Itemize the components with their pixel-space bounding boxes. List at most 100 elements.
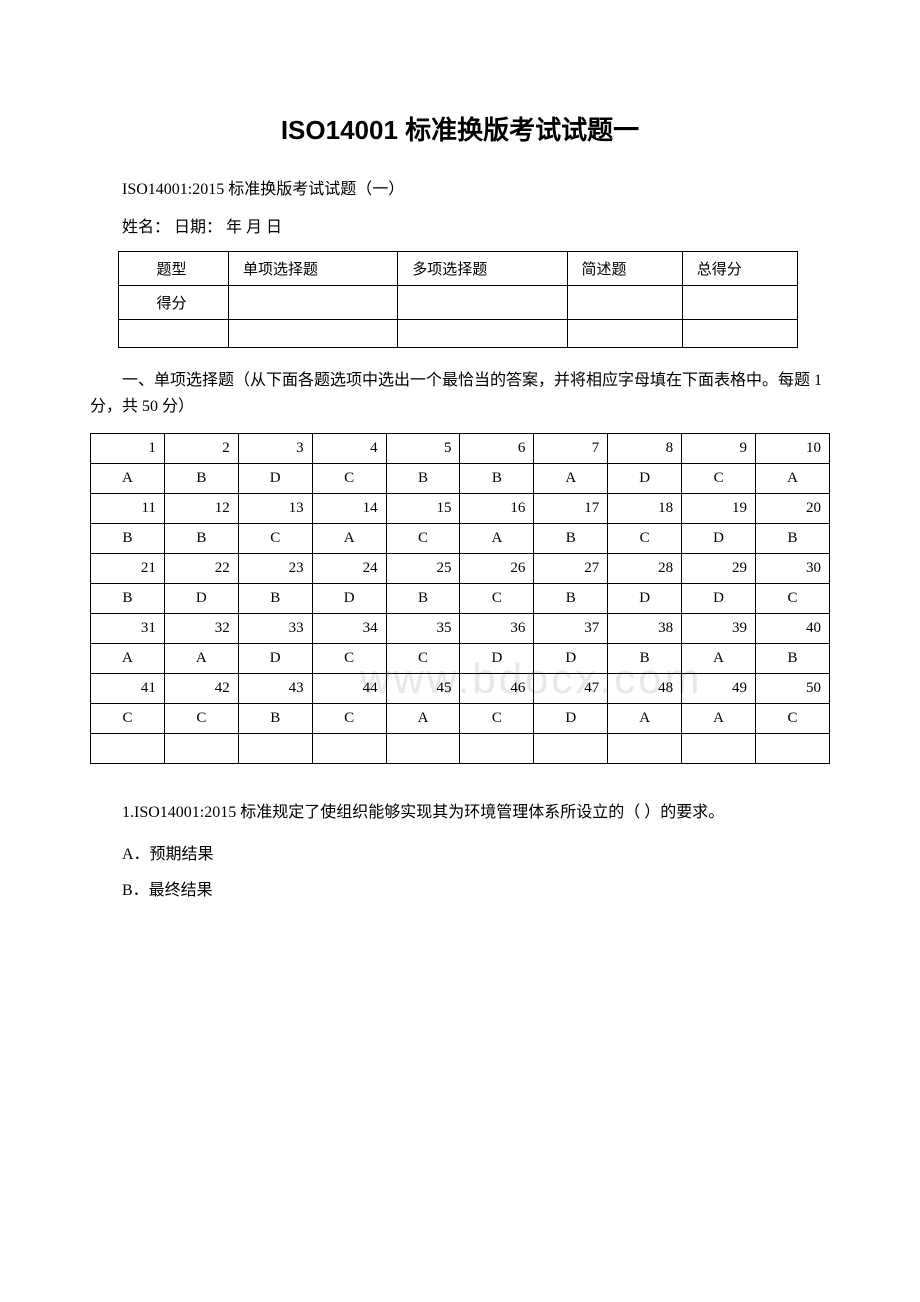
score-header-single: 单项选择题	[229, 252, 398, 286]
score-header-essay: 简述题	[567, 252, 682, 286]
question-1: 1.ISO14001:2015 标准规定了使组织能够实现其为环境管理体系所设立的…	[90, 800, 830, 826]
ans-cell: C	[608, 524, 682, 554]
ans-cell: B	[238, 704, 312, 734]
num-cell: 14	[312, 494, 386, 524]
ans-cell: D	[534, 704, 608, 734]
name-date-line: 姓名： 日期： 年 月 日	[90, 213, 830, 237]
ans-cell: D	[608, 464, 682, 494]
ans-cell: C	[756, 584, 830, 614]
ans-cell: A	[460, 524, 534, 554]
table-row: A A D C C D D B A B	[91, 644, 830, 674]
num-cell: 42	[164, 674, 238, 704]
score-cell	[567, 320, 682, 348]
num-cell: 16	[460, 494, 534, 524]
num-cell: 29	[682, 554, 756, 584]
ans-cell: B	[91, 584, 165, 614]
num-cell: 19	[682, 494, 756, 524]
empty-cell	[460, 734, 534, 764]
score-header-multi: 多项选择题	[398, 252, 567, 286]
score-cell	[567, 286, 682, 320]
ans-cell: C	[682, 464, 756, 494]
score-cell	[229, 320, 398, 348]
ans-cell: C	[91, 704, 165, 734]
num-cell: 30	[756, 554, 830, 584]
ans-cell: C	[312, 644, 386, 674]
num-cell: 24	[312, 554, 386, 584]
num-cell: 17	[534, 494, 608, 524]
score-cell	[119, 320, 229, 348]
table-row	[91, 734, 830, 764]
num-cell: 31	[91, 614, 165, 644]
ans-cell: A	[386, 704, 460, 734]
ans-cell: C	[460, 704, 534, 734]
ans-cell: C	[460, 584, 534, 614]
ans-cell: D	[238, 464, 312, 494]
score-row-label: 得分	[119, 286, 229, 320]
num-cell: 48	[608, 674, 682, 704]
num-cell: 25	[386, 554, 460, 584]
ans-cell: B	[534, 584, 608, 614]
option-a: A．预期结果	[90, 840, 830, 864]
ans-cell: C	[312, 704, 386, 734]
table-row: B D B D B C B D D C	[91, 584, 830, 614]
num-cell: 36	[460, 614, 534, 644]
num-cell: 4	[312, 434, 386, 464]
table-row: 1 2 3 4 5 6 7 8 9 10	[91, 434, 830, 464]
ans-cell: B	[756, 524, 830, 554]
num-cell: 12	[164, 494, 238, 524]
table-row: B B C A C A B C D B	[91, 524, 830, 554]
ans-cell: D	[682, 524, 756, 554]
ans-cell: A	[91, 644, 165, 674]
num-cell: 38	[608, 614, 682, 644]
num-cell: 1	[91, 434, 165, 464]
empty-cell	[91, 734, 165, 764]
ans-cell: B	[91, 524, 165, 554]
score-cell	[229, 286, 398, 320]
num-cell: 23	[238, 554, 312, 584]
ans-cell: C	[386, 644, 460, 674]
empty-cell	[608, 734, 682, 764]
table-row: 21 22 23 24 25 26 27 28 29 30	[91, 554, 830, 584]
ans-cell: C	[238, 524, 312, 554]
score-header-total: 总得分	[682, 252, 797, 286]
ans-cell: A	[164, 644, 238, 674]
ans-cell: A	[756, 464, 830, 494]
ans-cell: D	[238, 644, 312, 674]
ans-cell: B	[460, 464, 534, 494]
ans-cell: B	[534, 524, 608, 554]
num-cell: 10	[756, 434, 830, 464]
num-cell: 18	[608, 494, 682, 524]
num-cell: 34	[312, 614, 386, 644]
ans-cell: C	[312, 464, 386, 494]
score-cell	[398, 286, 567, 320]
score-cell	[682, 320, 797, 348]
num-cell: 26	[460, 554, 534, 584]
ans-cell: A	[608, 704, 682, 734]
num-cell: 8	[608, 434, 682, 464]
num-cell: 33	[238, 614, 312, 644]
ans-cell: D	[312, 584, 386, 614]
num-cell: 11	[91, 494, 165, 524]
score-cell	[682, 286, 797, 320]
ans-cell: A	[534, 464, 608, 494]
num-cell: 7	[534, 434, 608, 464]
ans-cell: B	[608, 644, 682, 674]
option-b: B．最终结果	[90, 876, 830, 900]
num-cell: 35	[386, 614, 460, 644]
subtitle: ISO14001:2015 标准换版考试试题（一）	[90, 175, 830, 199]
num-cell: 40	[756, 614, 830, 644]
num-cell: 3	[238, 434, 312, 464]
ans-cell: B	[164, 464, 238, 494]
num-cell: 21	[91, 554, 165, 584]
table-row: A B D C B B A D C A	[91, 464, 830, 494]
ans-cell: A	[682, 644, 756, 674]
section1-heading: 一、单项选择题（从下面各题选项中选出一个最恰当的答案，并将相应字母填在下面表格中…	[90, 368, 830, 419]
score-header-type: 题型	[119, 252, 229, 286]
ans-cell: A	[312, 524, 386, 554]
num-cell: 50	[756, 674, 830, 704]
table-row: C C B C A C D A A C	[91, 704, 830, 734]
ans-cell: B	[238, 584, 312, 614]
num-cell: 49	[682, 674, 756, 704]
table-row: 41 42 43 44 45 46 47 48 49 50	[91, 674, 830, 704]
table-row: 11 12 13 14 15 16 17 18 19 20	[91, 494, 830, 524]
